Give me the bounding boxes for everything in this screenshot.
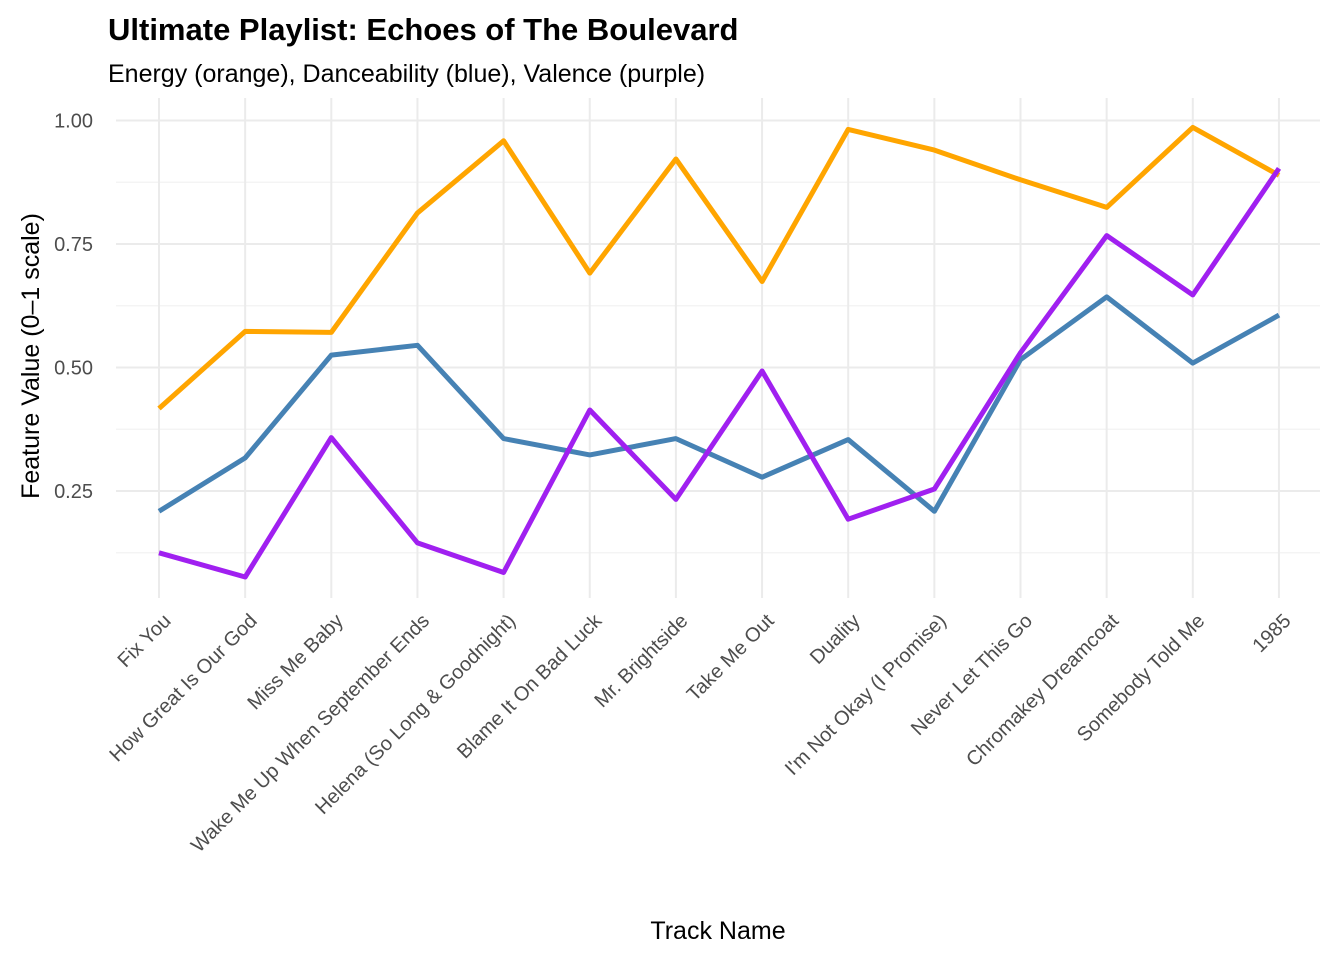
- chart-subtitle: Energy (orange), Danceability (blue), Va…: [108, 60, 706, 88]
- x-tick-label: How Great Is Our God: [105, 610, 261, 766]
- chart-title: Ultimate Playlist: Echoes of The Bouleva…: [108, 12, 739, 47]
- x-tick-label: Blame It On Bad Luck: [453, 609, 607, 763]
- gridlines: [116, 98, 1320, 598]
- y-tick-label: 0.25: [54, 481, 93, 503]
- x-tick-label: 1985: [1248, 610, 1295, 657]
- x-axis-title: Track Name: [650, 917, 785, 945]
- y-tick-label: 1.00: [54, 111, 93, 133]
- y-tick-label: 0.75: [54, 234, 93, 256]
- x-tick-label: Take Me Out: [683, 610, 779, 706]
- y-axis-title: Feature Value (0–1 scale): [17, 213, 45, 499]
- x-tick-label: Duality: [806, 610, 865, 669]
- y-tick-label: 0.50: [54, 358, 93, 380]
- x-tick-label: Chromakey Dreamcoat: [962, 610, 1123, 771]
- series-lines: [157, 124, 1282, 580]
- series-line-valence: [158, 166, 1282, 580]
- series-line-danceability: [157, 294, 1281, 514]
- series-line-energy: [157, 124, 1281, 411]
- y-tick-labels: 0.25 0.50 0.75 1.00: [54, 111, 93, 504]
- x-tick-label: I'm Not Okay (I Promise): [781, 610, 951, 780]
- x-tick-label: Fix You: [114, 610, 176, 672]
